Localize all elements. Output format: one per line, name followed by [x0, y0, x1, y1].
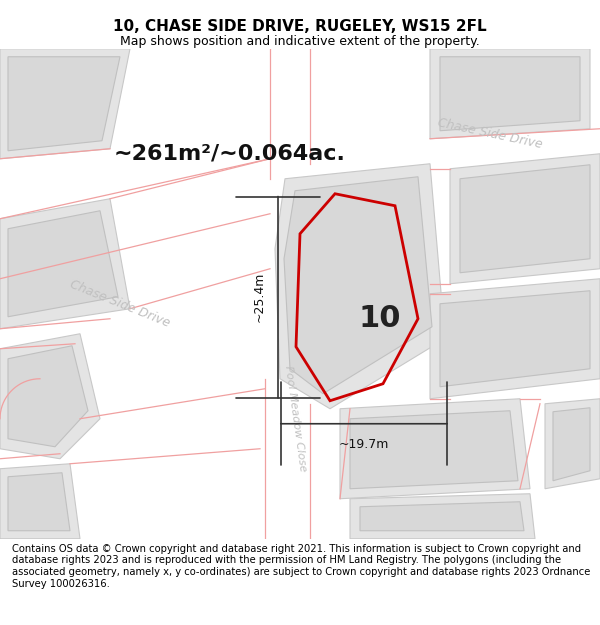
Polygon shape — [8, 57, 120, 151]
Text: Chase Side Drive: Chase Side Drive — [68, 278, 172, 330]
Polygon shape — [430, 49, 590, 139]
Text: 10, CHASE SIDE DRIVE, RUGELEY, WS15 2FL: 10, CHASE SIDE DRIVE, RUGELEY, WS15 2FL — [113, 19, 487, 34]
Polygon shape — [340, 399, 530, 499]
Text: 10: 10 — [359, 304, 401, 333]
Text: ~25.4m: ~25.4m — [253, 272, 266, 322]
Text: ~19.7m: ~19.7m — [339, 438, 389, 451]
Polygon shape — [0, 199, 130, 329]
Polygon shape — [350, 411, 518, 489]
Polygon shape — [260, 49, 320, 539]
Polygon shape — [553, 408, 590, 481]
Polygon shape — [430, 279, 600, 399]
Polygon shape — [8, 211, 118, 317]
Text: Contains OS data © Crown copyright and database right 2021. This information is : Contains OS data © Crown copyright and d… — [12, 544, 590, 589]
Polygon shape — [284, 177, 432, 394]
Text: Map shows position and indicative extent of the property.: Map shows position and indicative extent… — [120, 35, 480, 48]
Polygon shape — [440, 291, 590, 387]
Polygon shape — [360, 502, 524, 531]
Polygon shape — [450, 154, 600, 284]
Polygon shape — [0, 334, 100, 459]
Polygon shape — [440, 57, 580, 131]
Polygon shape — [8, 472, 70, 531]
Polygon shape — [8, 346, 88, 447]
Polygon shape — [460, 165, 590, 272]
Text: Pool Meadow Close: Pool Meadow Close — [283, 365, 307, 472]
Polygon shape — [350, 494, 535, 539]
Text: ~261m²/~0.064ac.: ~261m²/~0.064ac. — [114, 144, 346, 164]
Polygon shape — [0, 464, 80, 539]
Polygon shape — [0, 79, 600, 279]
Polygon shape — [545, 399, 600, 489]
Text: Chase Side Drive: Chase Side Drive — [436, 116, 544, 151]
Polygon shape — [275, 164, 445, 409]
Polygon shape — [0, 49, 130, 159]
